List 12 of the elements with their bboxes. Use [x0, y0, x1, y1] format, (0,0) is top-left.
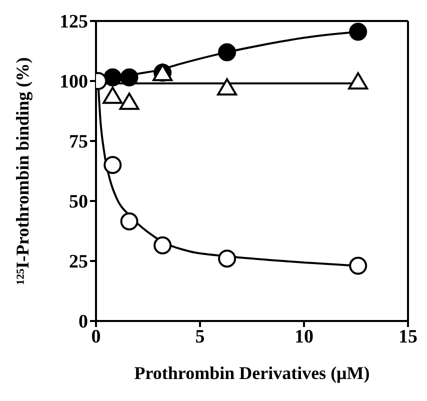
- y-tick-label: 50: [69, 192, 88, 213]
- y-tick-label: 25: [69, 252, 88, 273]
- x-tick-label: 5: [195, 326, 205, 348]
- x-tick-label: 10: [294, 326, 314, 348]
- x-tick-label: 0: [91, 326, 101, 348]
- y-axis-title: ¹²⁵I-Prothrombin binding (%): [12, 57, 32, 285]
- y-tick-label: 75: [69, 132, 88, 153]
- y-tick-label: 100: [60, 72, 88, 93]
- y-tick-label: 125: [60, 12, 88, 33]
- x-tick-label: 15: [398, 326, 418, 348]
- y-tick-label: 0: [78, 312, 88, 333]
- x-axis-title: Prothrombin Derivatives (μM): [134, 363, 370, 383]
